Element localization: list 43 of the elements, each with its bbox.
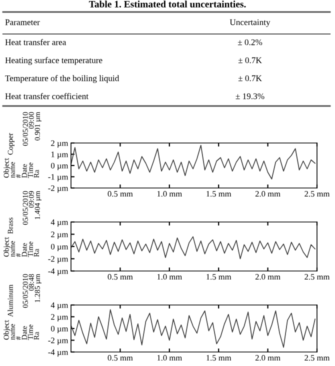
x-tick-label: 2.5 mm	[304, 274, 330, 280]
text: Heating surface temperature	[5, 57, 102, 65]
x-tick-label: 2.5 mm	[304, 355, 330, 361]
text: ± 0.7K	[238, 57, 262, 64]
y-tick-label: 0 µm	[51, 162, 68, 170]
x-tick-label: 2.0 mm	[255, 274, 280, 280]
text: Temperature of the boiling liquid	[5, 75, 120, 83]
text: Heat transfer area	[5, 39, 66, 46]
x-tick-label: 2.5 mm	[304, 191, 330, 197]
y-tick-label: 2 µm	[51, 232, 68, 239]
x-tick-label: 1.0 mm	[157, 274, 182, 280]
line-series	[71, 309, 316, 348]
text: ± 0.7K	[238, 75, 262, 82]
y-tick-label: 1 µm	[51, 152, 68, 159]
y-tick-label: 0 µm	[51, 326, 68, 334]
text: Parameter	[5, 19, 40, 26]
line-series	[71, 236, 316, 260]
text: ± 0.2%	[238, 39, 262, 46]
text: Table 1. Estimated total uncertainties.	[88, 0, 246, 8]
text: Uncertainty	[230, 19, 270, 27]
y-tick-label: 2 µm	[51, 140, 68, 148]
text: Heat transfer coefficient	[5, 93, 88, 100]
x-tick-label: 0.5 mm	[108, 355, 133, 361]
y-tick-label: -2 µm	[48, 338, 68, 345]
y-tick-label: 2 µm	[51, 314, 68, 322]
y-tick-label: -4 µm	[48, 268, 68, 276]
x-tick-label: 0.5 mm	[108, 191, 133, 197]
x-tick-label: 1.5 mm	[206, 355, 232, 361]
y-tick-label: -2 µm	[48, 256, 68, 264]
x-tick-label: 1.5 mm	[206, 274, 232, 280]
y-tick-label: -2 µm	[48, 185, 68, 193]
y-tick-label: -4 µm	[48, 349, 68, 357]
text: ± 19.3%	[236, 93, 264, 100]
y-tick-label: 0 µm	[51, 244, 68, 252]
x-tick-label: 1.0 mm	[157, 191, 182, 197]
x-tick-label: 2.0 mm	[255, 355, 280, 361]
x-tick-label: 0.5 mm	[108, 274, 133, 280]
x-tick-label: 1.5 mm	[206, 191, 232, 197]
x-tick-label: 2.0 mm	[255, 191, 280, 197]
x-tick-label: 1.0 mm	[157, 355, 182, 361]
y-tick-label: 4 µm	[50, 219, 68, 227]
y-tick-label: 4 µm	[50, 302, 68, 310]
y-tick-label: -1 µm	[48, 174, 68, 182]
